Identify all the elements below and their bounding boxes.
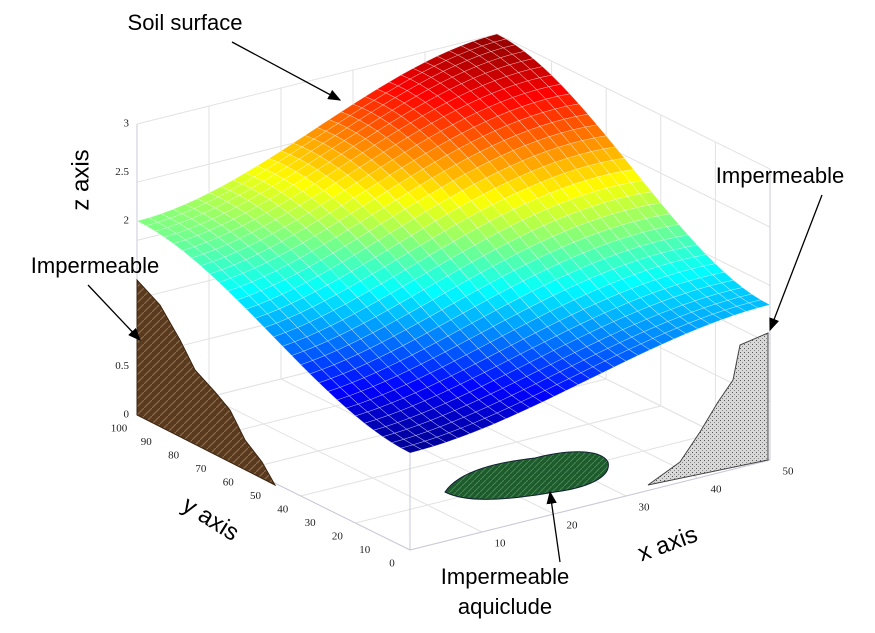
- z-axis-label: z axis: [67, 149, 94, 210]
- figure: 00.522.530102030405060708090100102030405…: [0, 0, 875, 628]
- x-tick-label: 10: [495, 538, 507, 550]
- y-tick-label: 30: [305, 517, 317, 529]
- y-axis-label: y axis: [177, 491, 243, 546]
- y-tick-label: 40: [277, 504, 289, 516]
- z-tick-label: 0: [124, 409, 130, 421]
- z-tick-label: 2.5: [115, 166, 129, 178]
- y-tick-label: 50: [250, 490, 262, 502]
- impermeable-left-label: Impermeable: [31, 253, 159, 278]
- y-tick-label: 70: [195, 463, 207, 475]
- surface: [137, 34, 770, 453]
- z-tick-label: 3: [124, 118, 130, 130]
- arrow: [770, 195, 822, 330]
- arrow: [88, 285, 140, 340]
- z-tick-label: 2: [124, 215, 130, 227]
- y-tick-label: 10: [359, 544, 371, 556]
- x-tick-label: 50: [783, 466, 795, 478]
- y-tick-label: 20: [332, 531, 344, 543]
- arrow: [550, 492, 560, 562]
- soil-surface-label: Soil surface: [128, 10, 243, 35]
- y-tick-label: 80: [168, 450, 180, 462]
- aquiclude-patch: [445, 452, 608, 500]
- y-tick-label: 0: [389, 558, 395, 570]
- x-axis-label: x axis: [634, 521, 701, 567]
- impermeable-right-label: Impermeable: [716, 163, 844, 188]
- y-tick-label: 90: [141, 436, 153, 448]
- y-tick-label: 100: [111, 423, 128, 435]
- y-tick-label: 60: [223, 477, 235, 489]
- aquiclude-label-1: Impermeable: [441, 564, 569, 589]
- aquiclude-label-2: aquiclude: [458, 594, 552, 619]
- arrow: [232, 42, 340, 100]
- x-tick-label: 30: [639, 502, 651, 514]
- x-tick-label: 40: [711, 484, 723, 496]
- x-tick-label: 20: [567, 520, 579, 532]
- z-tick-label: 0.5: [115, 360, 129, 372]
